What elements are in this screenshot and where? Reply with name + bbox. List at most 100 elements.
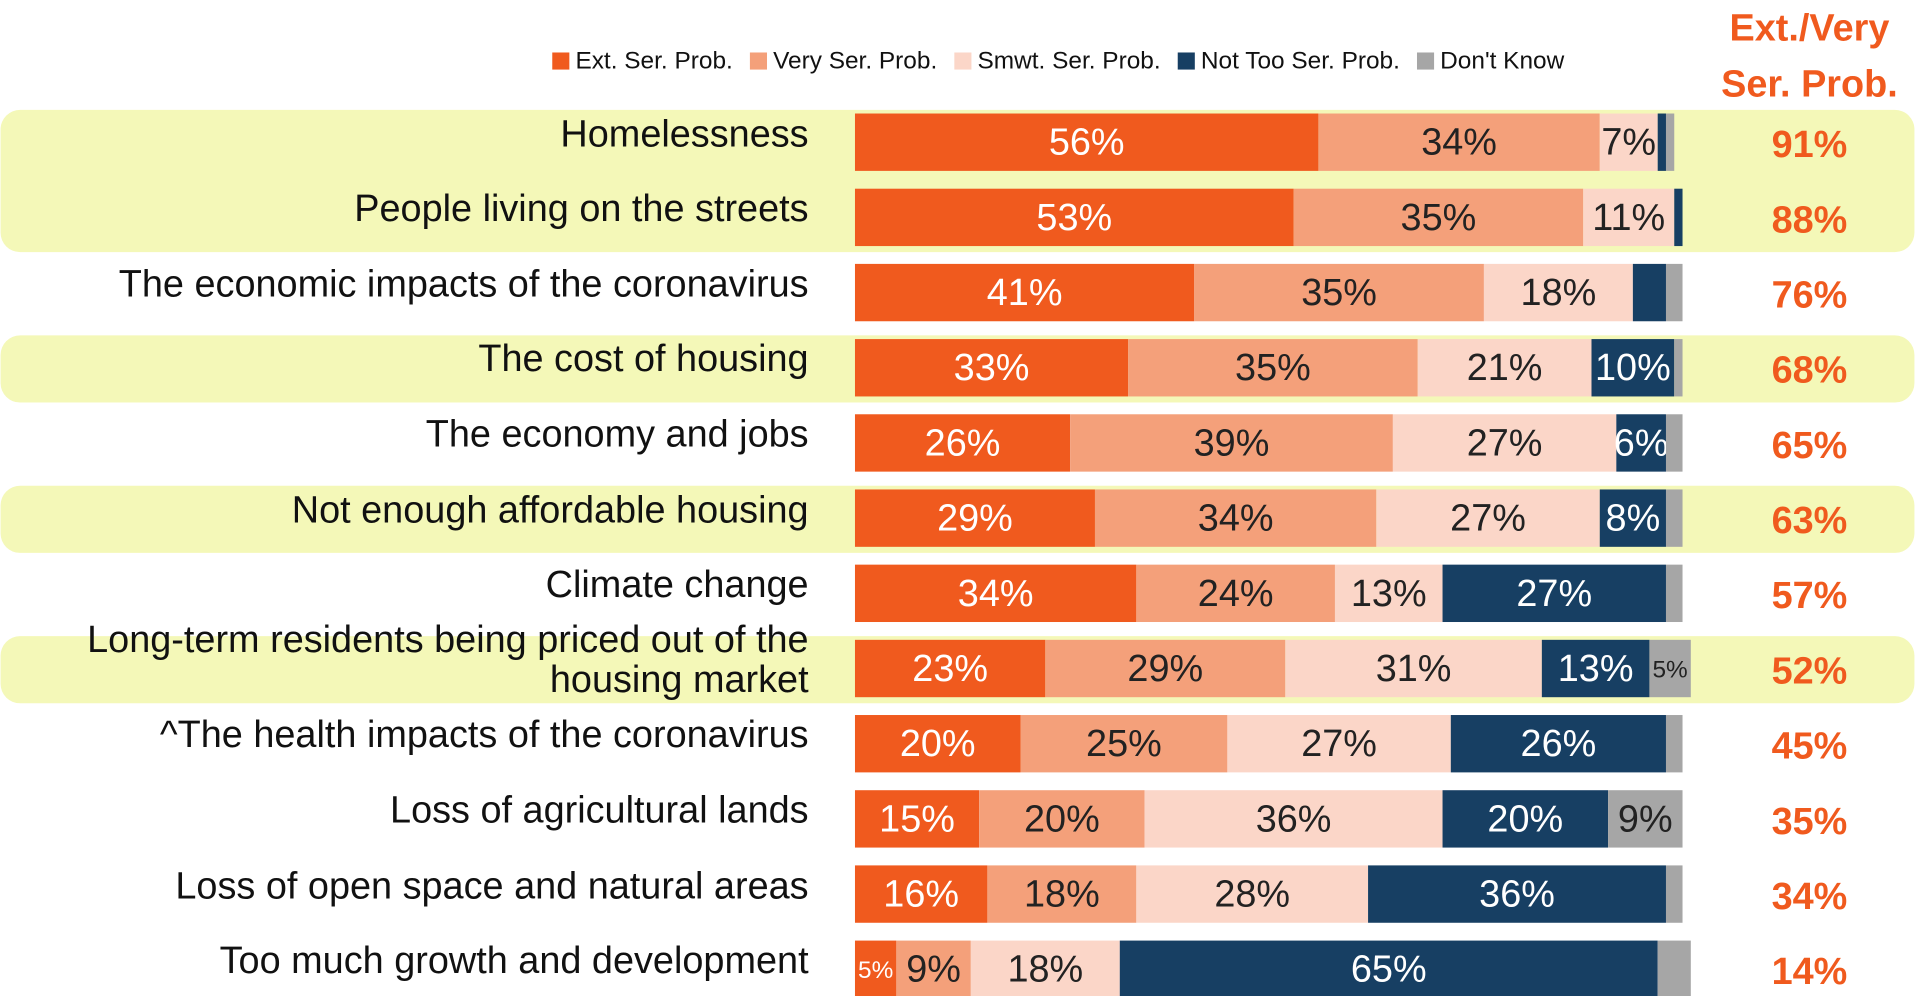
value-label: 39% — [1194, 422, 1270, 464]
bar-segment — [854, 414, 1071, 472]
value-label: 25% — [1086, 723, 1162, 765]
category-label: Loss of agricultural lands — [390, 788, 809, 832]
bar-segment — [854, 489, 1095, 547]
bar-segment — [1334, 564, 1443, 623]
bar-segment — [854, 715, 1021, 773]
bar-segment — [987, 865, 1137, 923]
bar-segment — [1368, 865, 1666, 923]
net-value: 35% — [1772, 801, 1848, 843]
net-value: 68% — [1772, 350, 1848, 392]
bar-segment — [1442, 790, 1609, 848]
value-label: 31% — [1376, 648, 1452, 690]
value-label: 13% — [1351, 573, 1427, 615]
value-label: 20% — [1024, 798, 1100, 840]
bar-segment — [1318, 113, 1600, 171]
bar-segment — [1665, 715, 1683, 773]
value-label: 6% — [1614, 422, 1669, 464]
bar-segment — [854, 113, 1319, 171]
bar-segment — [1616, 414, 1666, 472]
net-header: Ext./Very — [1730, 8, 1890, 50]
bar-segment — [1665, 489, 1683, 547]
bar-segment — [1094, 489, 1377, 547]
value-label: 34% — [958, 573, 1034, 615]
net-value: 45% — [1772, 726, 1848, 768]
value-label: 13% — [1558, 648, 1634, 690]
value-label: 9% — [906, 949, 961, 991]
category-label-box: People living on the streets — [354, 186, 809, 230]
category-label: ^The health impacts of the coronavirus — [159, 713, 809, 756]
category-label-box: Climate change — [545, 562, 809, 606]
value-label: 9% — [1618, 798, 1673, 840]
value-label: 21% — [1467, 347, 1543, 389]
category-label-box: The economy and jobs — [425, 412, 809, 456]
category-label-box: Loss of agricultural lands — [390, 788, 809, 832]
bar-segment — [1665, 414, 1683, 472]
bar-segment — [854, 865, 988, 923]
bar-segment — [1293, 188, 1584, 247]
bar-segment — [1227, 715, 1451, 773]
category-label-box: Long-term residents being priced out of … — [87, 617, 809, 701]
bar-segment — [1665, 564, 1683, 623]
value-label: 28% — [1214, 874, 1290, 916]
value-label: 56% — [1049, 122, 1125, 164]
category-label: Long-term residents being priced out of … — [87, 617, 809, 701]
value-label: 23% — [912, 648, 988, 690]
bar-segment — [1376, 489, 1600, 547]
bar-segment — [1665, 263, 1683, 322]
legend-label: Smwt. Ser. Prob. — [978, 48, 1161, 75]
category-label: The economic impacts of the coronavirus — [118, 262, 809, 305]
bar-segment — [1674, 339, 1683, 397]
bar-segment — [1674, 188, 1683, 247]
value-label: 35% — [1301, 272, 1377, 314]
value-label: 29% — [937, 498, 1013, 540]
category-label-box: Loss of open space and natural areas — [175, 863, 809, 907]
bar-segment — [1541, 639, 1650, 698]
legend-swatch — [1416, 52, 1435, 70]
bar-segment — [896, 940, 971, 996]
bar-segment — [1450, 715, 1666, 773]
net-value: 63% — [1772, 500, 1848, 542]
value-label: 34% — [1421, 122, 1497, 164]
category-label: Loss of open space and natural areas — [175, 863, 809, 907]
value-label: 41% — [987, 272, 1063, 314]
value-label: 20% — [900, 723, 976, 765]
bar-segment — [1657, 940, 1691, 996]
bar-segment — [1128, 339, 1418, 397]
value-label: 8% — [1606, 498, 1661, 540]
category-label-box: The cost of housing — [478, 337, 809, 380]
value-label: 36% — [1479, 874, 1555, 916]
category-label: Climate change — [545, 562, 809, 606]
value-label: 34% — [1198, 498, 1274, 540]
bar-segment — [1144, 790, 1443, 848]
legend-label: Very Ser. Prob. — [773, 48, 937, 75]
bar-segment — [854, 188, 1294, 247]
category-label-box: ^The health impacts of the coronavirus — [159, 713, 809, 756]
value-label: 11% — [1592, 197, 1665, 239]
legend-swatch — [749, 52, 767, 70]
category-label: Not enough affordable housing — [291, 487, 809, 531]
bar-segment — [1045, 639, 1286, 698]
bar-segment — [854, 564, 1137, 623]
bar-segment — [1070, 414, 1393, 472]
bar-segment — [1657, 113, 1666, 171]
value-label: 15% — [879, 798, 955, 840]
value-label: 18% — [1007, 949, 1083, 991]
bar-segment — [1649, 639, 1691, 698]
bar-segment — [1417, 339, 1592, 397]
net-header: Ser. Prob. — [1721, 64, 1898, 106]
bar-segment — [1194, 263, 1484, 322]
bar-segment — [1119, 940, 1658, 996]
category-label: The cost of housing — [478, 337, 809, 380]
value-label: 36% — [1256, 798, 1332, 840]
category-label: People living on the streets — [354, 186, 809, 230]
bar-segment — [970, 940, 1120, 996]
value-label: 27% — [1301, 723, 1377, 765]
value-label: 35% — [1235, 347, 1311, 389]
bar-segment — [1599, 489, 1666, 547]
bar-segment — [1632, 263, 1666, 322]
bar-segment — [1591, 339, 1675, 397]
net-value: 65% — [1772, 425, 1848, 467]
category-label: Homelessness — [560, 111, 809, 155]
category-label: The economy and jobs — [425, 412, 809, 456]
value-label: 5% — [1652, 656, 1687, 683]
